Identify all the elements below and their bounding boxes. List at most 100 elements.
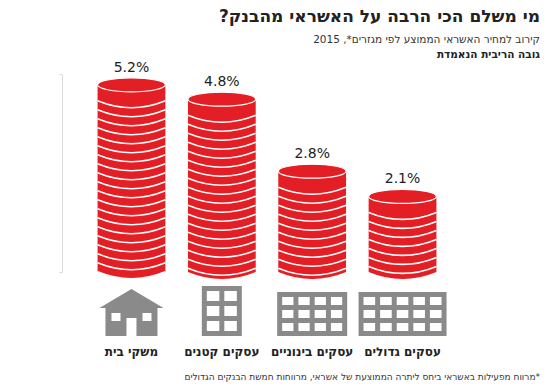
coin-edge	[98, 110, 166, 117]
coin-edge	[369, 239, 437, 246]
coin-edge	[188, 115, 256, 122]
building	[277, 292, 347, 336]
building-window	[207, 291, 220, 301]
y-tick	[59, 272, 62, 273]
coin-edge	[278, 268, 346, 275]
icon	[99, 289, 163, 336]
coin-edge	[369, 221, 437, 228]
y-axis-line	[59, 75, 63, 273]
coin-edge	[278, 187, 346, 194]
category-label: עסקים בינוניים	[271, 345, 353, 359]
coin-edge	[98, 263, 166, 270]
building-window	[380, 297, 392, 305]
coin-edge	[188, 196, 256, 203]
icon	[277, 292, 347, 336]
chart: 5.2%4.8%2.8%2.1%משקי ביתעסקים קטניםעסקים…	[0, 0, 550, 392]
building-window	[282, 297, 293, 305]
coin-edge	[188, 160, 256, 167]
coin-stack	[278, 164, 346, 279]
icon	[202, 286, 242, 336]
building	[202, 286, 242, 336]
building-window	[364, 323, 376, 331]
coin-edge	[98, 254, 166, 261]
subtitle: קירוב למחיר האשראי הממוצע לפי מגזרים*, 2…	[313, 33, 540, 45]
bar	[369, 196, 437, 272]
category-label: משקי בית	[105, 345, 158, 359]
building-window	[364, 297, 376, 305]
building-window	[331, 323, 342, 331]
building-window	[207, 306, 220, 316]
coin-edge	[278, 259, 346, 266]
coin-edge	[278, 250, 346, 257]
house-window	[111, 313, 120, 321]
title: מי משלם הכי הרבה על האשראי מהבנק?	[219, 6, 540, 26]
coin-edge	[98, 227, 166, 234]
coin-edge	[188, 187, 256, 194]
icons	[99, 286, 446, 336]
coin-edge	[98, 146, 166, 153]
building-window	[207, 321, 220, 331]
coin-edge	[278, 241, 346, 248]
coin-edge	[369, 266, 437, 273]
coin-edge	[98, 137, 166, 144]
building-window	[380, 310, 392, 318]
coin-edge	[98, 173, 166, 180]
coin-edge	[278, 205, 346, 212]
coin-edge	[369, 248, 437, 255]
coin-edge	[98, 218, 166, 225]
coin-edge	[188, 223, 256, 230]
footnote: *מרווח מפעילות באשראי ביחס ליתרה הממוצעת…	[185, 372, 541, 382]
coin-edge	[188, 151, 256, 158]
coin-edge	[369, 257, 437, 264]
category-label: עסקים גדולים	[364, 345, 441, 359]
building-window	[331, 297, 342, 305]
bar	[98, 85, 166, 272]
building-window	[224, 291, 237, 301]
coin-edge	[188, 250, 256, 257]
coin-edge	[188, 232, 256, 239]
coin-edge	[98, 182, 166, 189]
coin-edge	[98, 209, 166, 216]
building-window	[397, 297, 409, 305]
y-axis	[59, 75, 63, 273]
building-window	[315, 323, 326, 331]
coin-edge	[98, 191, 166, 198]
building-window	[413, 310, 425, 318]
coin-edge	[98, 128, 166, 135]
building-window	[298, 310, 309, 318]
coin-edge	[98, 200, 166, 207]
building-window	[331, 310, 342, 318]
building-window	[282, 323, 293, 331]
coin-edge	[278, 232, 346, 239]
coin-edge	[98, 164, 166, 171]
building-window	[298, 297, 309, 305]
bar	[278, 171, 346, 272]
coin-edge	[98, 272, 166, 279]
building-window	[315, 297, 326, 305]
coin-edge	[98, 101, 166, 108]
building-window	[298, 323, 309, 331]
house-window	[142, 313, 151, 321]
house-door	[126, 318, 136, 336]
building-window	[430, 323, 442, 331]
coin-edge	[278, 223, 346, 230]
coin-top	[98, 78, 166, 92]
bars	[98, 78, 437, 279]
building-window	[224, 306, 237, 316]
building-window	[224, 321, 237, 331]
building	[359, 292, 447, 336]
coin-edge	[188, 214, 256, 221]
coin-stack	[188, 92, 256, 279]
coin-stack	[369, 189, 437, 279]
building-window	[364, 310, 376, 318]
coin-bottom	[98, 272, 166, 279]
coin-edge	[98, 236, 166, 243]
coin-edge	[188, 124, 256, 131]
bar	[188, 99, 256, 272]
icon	[359, 292, 447, 336]
coin-stack	[98, 78, 166, 279]
building-window	[380, 323, 392, 331]
coin-top	[278, 164, 346, 178]
data-label: 5.2%	[114, 59, 150, 75]
building-window	[397, 310, 409, 318]
